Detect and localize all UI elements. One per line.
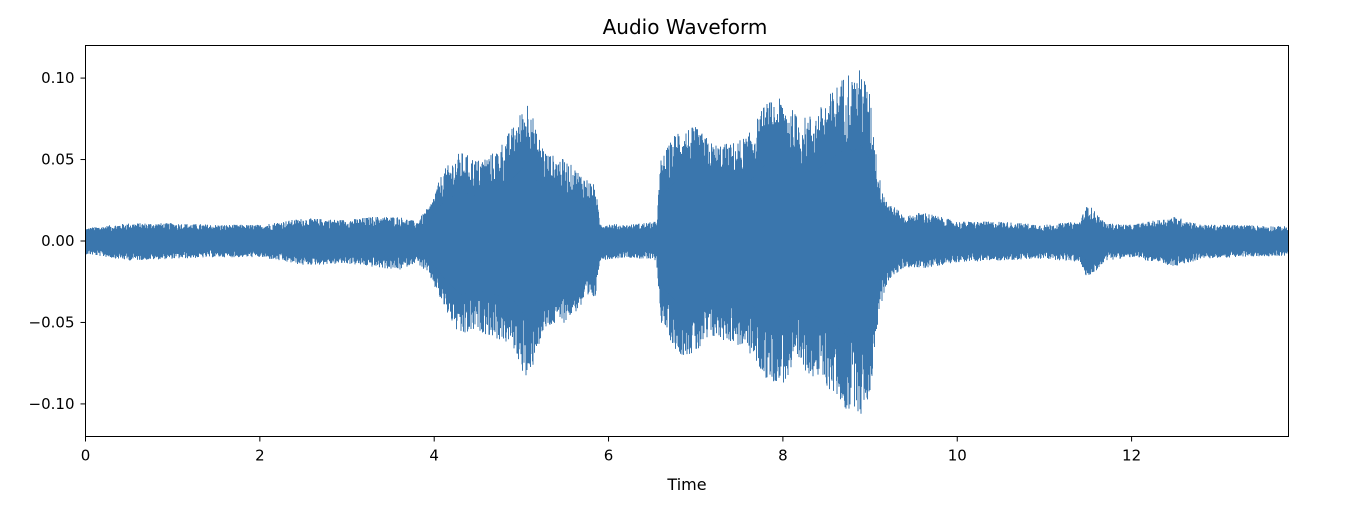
y-tick-label: −0.10 bbox=[29, 395, 75, 413]
x-tick-label: 4 bbox=[429, 447, 439, 465]
chart-title: Audio Waveform bbox=[603, 15, 768, 39]
waveform-layer bbox=[85, 70, 1289, 414]
x-tick-label: 8 bbox=[778, 447, 788, 465]
x-tick-label: 6 bbox=[604, 447, 614, 465]
x-tick-label: 12 bbox=[1122, 447, 1141, 465]
plot-area bbox=[85, 45, 1289, 437]
x-tick-label: 0 bbox=[81, 447, 91, 465]
x-tick-label: 2 bbox=[255, 447, 265, 465]
y-tick-label: −0.05 bbox=[29, 313, 75, 331]
x-tick-label: 10 bbox=[948, 447, 967, 465]
x-axis-label: Time bbox=[666, 475, 706, 494]
x-axis: 0 2 4 6 8 10 12 bbox=[81, 436, 1141, 465]
y-tick-label: 0.00 bbox=[41, 232, 74, 250]
y-tick-label: 0.05 bbox=[41, 151, 74, 169]
y-tick-label: 0.10 bbox=[41, 69, 74, 87]
waveform-core bbox=[85, 145, 1289, 338]
y-axis: 0.10 0.05 0.00 −0.05 −0.10 bbox=[29, 69, 86, 413]
